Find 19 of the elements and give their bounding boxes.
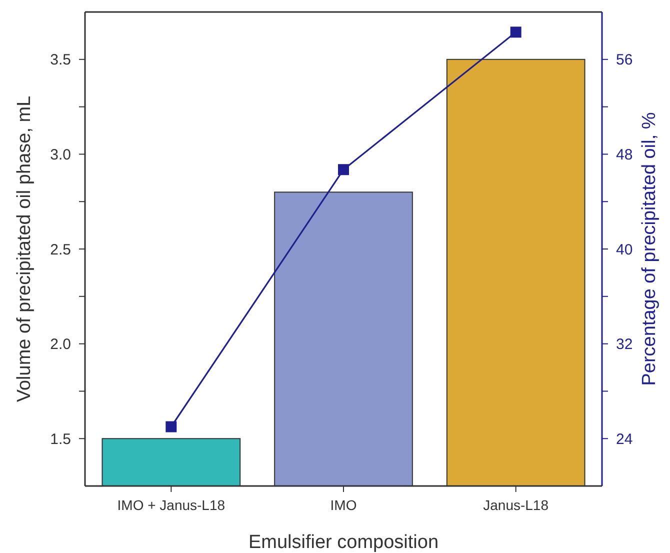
x-tick-label: Janus-L18 [483, 497, 549, 513]
point [510, 26, 522, 38]
y-tick-label: 1.5 [50, 430, 71, 448]
y2-tick-label: 32 [616, 336, 633, 354]
y-tick-label: 3.5 [50, 52, 71, 69]
point [166, 421, 177, 432]
y2-tick-label: 24 [616, 430, 633, 448]
x-tick-label: IMO + Janus-L18 [117, 497, 226, 513]
x-axis-title: Emulsifier composition [248, 532, 439, 553]
y2-tick-label: 40 [616, 241, 633, 258]
y2-axis-title: Percentage of precipitated oil, % [639, 112, 660, 386]
y2-tick-label: 56 [616, 52, 633, 69]
point [338, 164, 349, 176]
y-tick-label: 3.0 [50, 146, 71, 164]
y-axis-title: Volume of precipitated oil phase, mL [14, 96, 35, 402]
y-tick-label: 2.5 [50, 241, 71, 258]
y-tick-label: 2.0 [50, 336, 71, 354]
x-tick-label: IMO [330, 497, 357, 513]
y2-tick-label: 48 [616, 146, 633, 164]
